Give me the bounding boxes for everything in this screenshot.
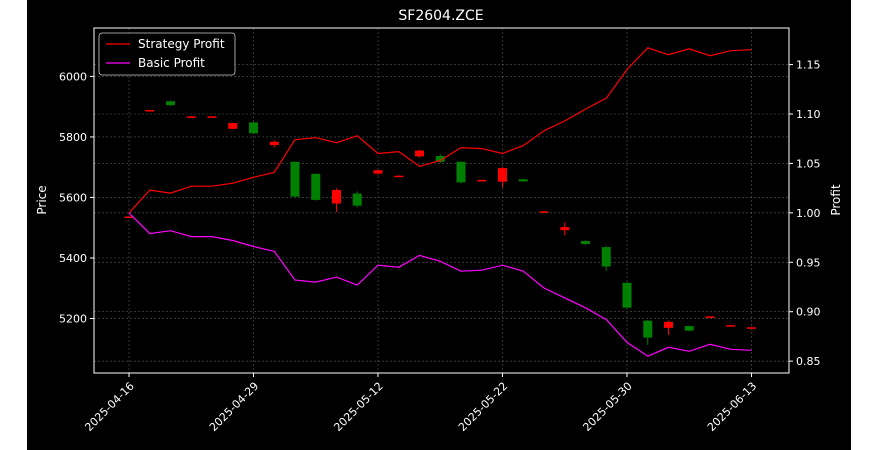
candle-body — [415, 150, 424, 157]
y-left-tick-label: 6000 — [59, 70, 87, 83]
y-right-tick-label: 1.00 — [796, 207, 821, 220]
candle-body — [311, 173, 321, 200]
candle-body — [684, 326, 694, 331]
plot-border — [93, 27, 790, 374]
candle-body — [332, 189, 341, 204]
y-left-tick-label: 5600 — [59, 191, 87, 204]
candle-body — [228, 123, 238, 129]
candle-body — [601, 247, 611, 267]
candle-body — [518, 179, 528, 182]
candle-body — [186, 116, 196, 118]
basic-profit-line — [128, 212, 752, 357]
candle-body — [622, 282, 632, 308]
legend-box — [98, 32, 236, 76]
y-right-tick-label: 0.90 — [796, 306, 821, 319]
candle-body — [435, 156, 445, 162]
candle-body — [145, 110, 155, 112]
candle-body — [643, 320, 653, 338]
candle-body — [124, 216, 134, 219]
candle-body — [747, 327, 756, 329]
legend-label-strategy: Strategy Profit — [138, 37, 225, 51]
candle-body — [477, 179, 487, 182]
candle-layer — [124, 100, 756, 345]
candle-body — [394, 175, 404, 178]
y-left-tick-label: 5400 — [59, 252, 87, 265]
candle-body — [166, 101, 175, 106]
y-left-tick-label: 5200 — [59, 313, 87, 326]
legend-label-basic: Basic Profit — [138, 56, 205, 70]
candle-body — [560, 227, 570, 231]
legend: Strategy Profit Basic Profit — [98, 32, 236, 76]
candle-body — [664, 321, 673, 328]
y-right-axis-label: Profit — [829, 184, 843, 216]
candle-body — [581, 241, 590, 245]
chart-title: SF2604.ZCE — [398, 8, 483, 24]
candle-body — [373, 170, 383, 174]
candle-body — [352, 193, 362, 206]
y-right-tick-label: 1.10 — [796, 108, 821, 121]
candle-body — [290, 161, 300, 197]
grid-layer — [94, 28, 789, 373]
y-right-tick-label: 1.15 — [796, 59, 821, 72]
candle-body — [249, 122, 258, 134]
candle-body — [539, 211, 549, 213]
y-right-tick-label: 0.85 — [796, 355, 821, 368]
strategy-profit-line — [128, 47, 752, 214]
y-left-axis-label: Price — [35, 185, 49, 214]
candle-body — [705, 316, 715, 318]
candle-body — [726, 325, 736, 327]
y-right-tick-label: 0.95 — [796, 256, 821, 269]
line-layer — [128, 47, 752, 357]
candle-body — [456, 161, 466, 183]
y-left-tick-label: 5800 — [59, 131, 87, 144]
candle-body — [498, 168, 507, 182]
candle-body — [207, 116, 217, 118]
y-right-tick-label: 1.05 — [796, 157, 821, 170]
candle-body — [269, 141, 279, 146]
plot-area — [94, 28, 789, 373]
